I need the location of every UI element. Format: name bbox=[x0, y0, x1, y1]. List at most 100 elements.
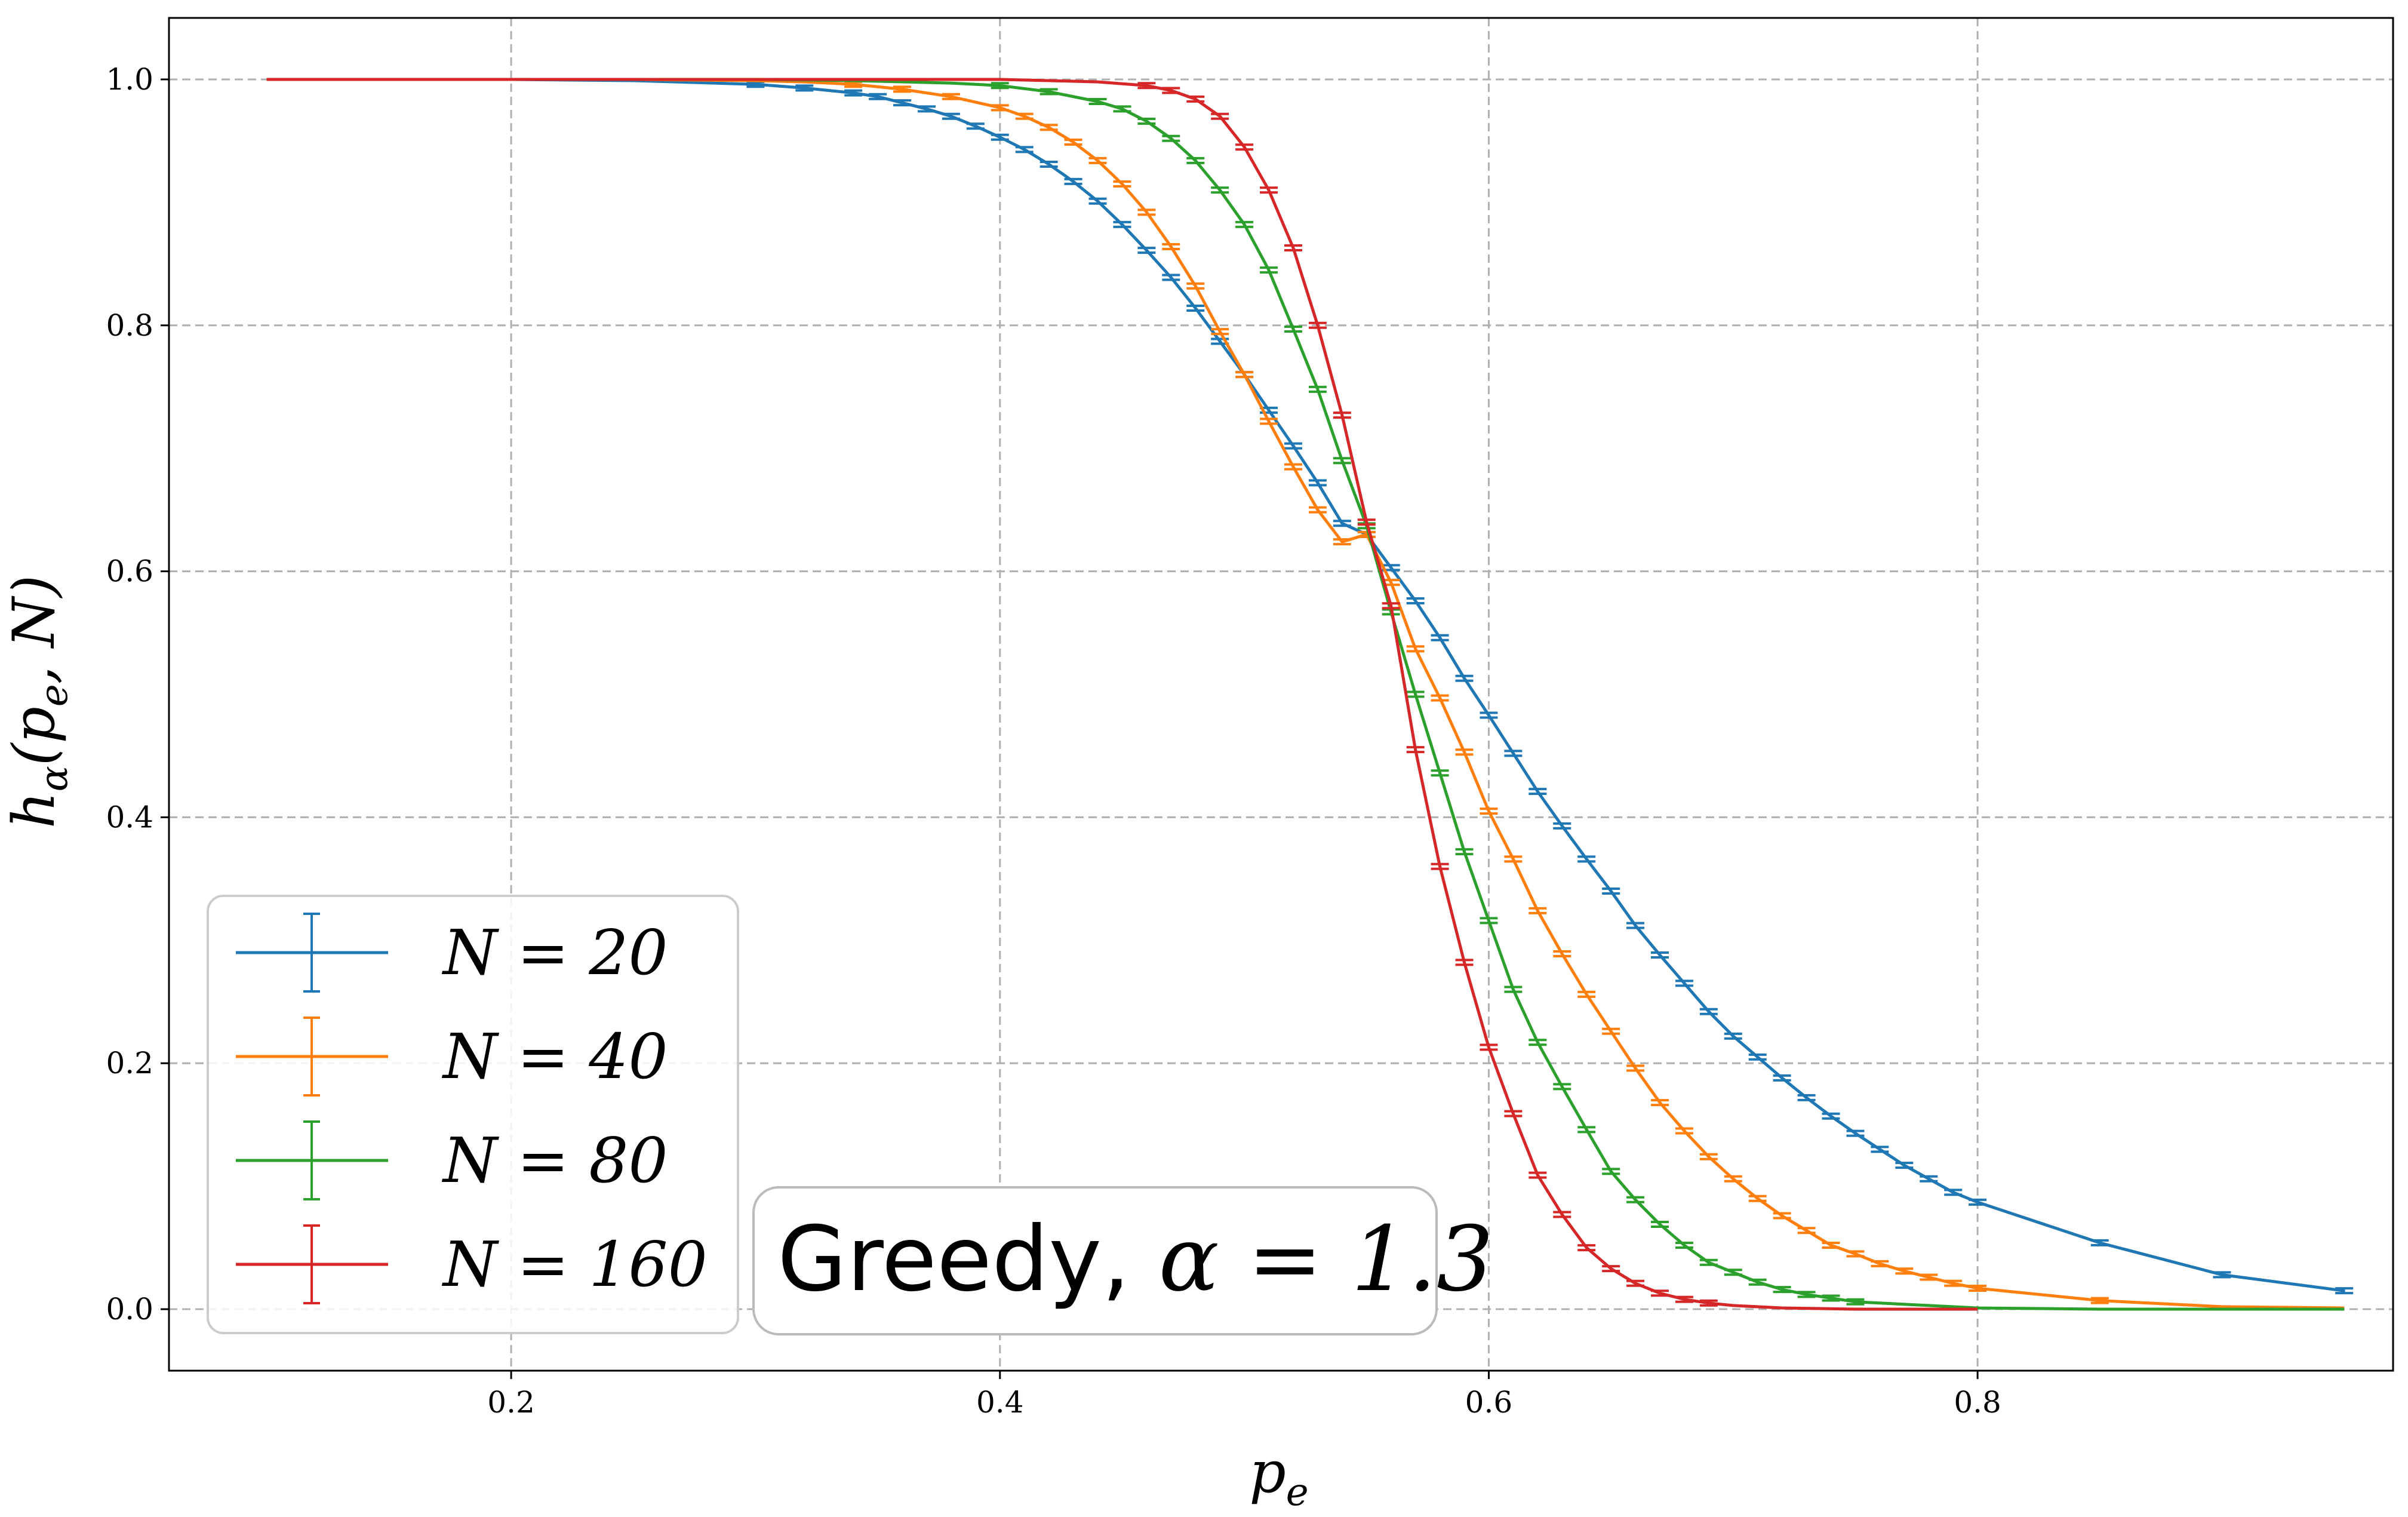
error-bar bbox=[1699, 1008, 1718, 1015]
error-bar bbox=[1455, 674, 1474, 682]
error-bar bbox=[966, 122, 985, 130]
error-bar bbox=[1357, 518, 1376, 526]
error-bar bbox=[1137, 117, 1156, 125]
error-bar bbox=[1920, 1175, 1938, 1183]
error-bar bbox=[1406, 645, 1425, 653]
legend-entry: N = 160 bbox=[236, 1224, 708, 1304]
error-bar bbox=[1626, 1279, 1645, 1287]
error-bar bbox=[1969, 1285, 1987, 1292]
error-bar bbox=[1675, 1127, 1693, 1135]
error-bar bbox=[1699, 1258, 1718, 1266]
error-bar bbox=[1920, 1273, 1938, 1281]
legend: N = 20 N = 40 N = 80 N = 160 bbox=[207, 895, 739, 1334]
error-bar bbox=[1113, 220, 1131, 228]
error-bar bbox=[1211, 186, 1229, 194]
error-bar bbox=[1553, 1211, 1571, 1218]
error-bar bbox=[1040, 88, 1058, 96]
series-line bbox=[266, 78, 1978, 1311]
error-bar bbox=[1822, 1294, 1840, 1302]
error-bar bbox=[1822, 1241, 1840, 1249]
error-bar bbox=[1724, 1175, 1742, 1183]
error-bar bbox=[1529, 1039, 1547, 1046]
error-bar bbox=[1529, 907, 1547, 914]
error-bar bbox=[1944, 1279, 1963, 1287]
error-bar bbox=[1504, 750, 1523, 757]
y-axis-label: hα(pe, N) bbox=[1, 575, 76, 828]
error-bar bbox=[1357, 530, 1376, 538]
x-axis-label: pe bbox=[1249, 1439, 1308, 1515]
error-bar bbox=[1284, 442, 1302, 450]
error-bar bbox=[1529, 1171, 1547, 1179]
error-bar bbox=[1602, 887, 1620, 895]
error-bar bbox=[1871, 1260, 1889, 1267]
series-3 bbox=[266, 78, 2345, 1311]
error-bar bbox=[1553, 822, 1571, 830]
legend-entry: N = 20 bbox=[236, 913, 668, 993]
legend-label: N = 160 bbox=[441, 1228, 708, 1301]
error-bar bbox=[893, 99, 912, 107]
legend-entry: N = 80 bbox=[236, 1120, 668, 1200]
error-bar bbox=[1162, 242, 1180, 250]
error-bar bbox=[1088, 197, 1107, 205]
error-bar bbox=[1137, 247, 1156, 254]
annotation-box bbox=[752, 1186, 1438, 1335]
error-bar bbox=[1235, 371, 1254, 379]
error-bar bbox=[1846, 1129, 1865, 1137]
error-bar bbox=[1748, 1194, 1767, 1202]
x-tick-label: 0.2 bbox=[487, 1385, 535, 1420]
error-bar bbox=[1577, 1244, 1596, 1252]
series-4 bbox=[266, 78, 1978, 1311]
error-bar bbox=[1748, 1278, 1767, 1286]
error-bar bbox=[1724, 1032, 1742, 1040]
error-bar bbox=[1504, 985, 1523, 993]
error-bar bbox=[1064, 138, 1082, 146]
y-tick-label: 0.0 bbox=[106, 1292, 153, 1326]
error-bar bbox=[1284, 325, 1302, 333]
error-bar bbox=[1895, 1162, 1914, 1169]
error-bar bbox=[942, 93, 960, 100]
error-bar bbox=[1748, 1053, 1767, 1061]
error-bar bbox=[1650, 951, 1669, 959]
series-layer bbox=[266, 78, 2354, 1311]
error-bar bbox=[1455, 848, 1474, 856]
y-tick-label: 0.6 bbox=[106, 554, 153, 589]
y-tick-label: 0.4 bbox=[106, 800, 153, 834]
error-bar bbox=[1773, 1286, 1791, 1294]
error-bar bbox=[1675, 1295, 1693, 1303]
error-bar bbox=[2335, 1287, 2354, 1295]
error-bar bbox=[1333, 520, 1351, 527]
error-bar bbox=[2090, 1239, 2109, 1246]
error-bar bbox=[1113, 105, 1131, 113]
error-bar bbox=[1088, 156, 1107, 164]
error-bar bbox=[1260, 266, 1278, 274]
error-bar bbox=[1333, 412, 1351, 419]
legend-box bbox=[207, 895, 739, 1334]
error-bar bbox=[1724, 1269, 1742, 1276]
error-bar bbox=[1773, 1074, 1791, 1082]
error-bar bbox=[1308, 385, 1327, 393]
error-bar bbox=[1650, 1289, 1669, 1297]
error-bar bbox=[1797, 1291, 1816, 1298]
error-bar bbox=[1626, 1064, 1645, 1072]
error-bar bbox=[1162, 274, 1180, 281]
error-bar bbox=[1137, 82, 1156, 90]
error-bar bbox=[1015, 112, 1034, 120]
error-bar bbox=[1895, 1267, 1914, 1275]
error-bar bbox=[1284, 244, 1302, 252]
error-bar bbox=[1064, 177, 1082, 185]
error-bar bbox=[1969, 1198, 1987, 1206]
error-bar bbox=[1431, 769, 1449, 777]
error-bar bbox=[1333, 538, 1351, 546]
error-bar bbox=[1431, 634, 1449, 641]
ticks: 0.2 0.4 0.6 0.8 0.0 0.2 0.4 0.6 0.8 1.0 bbox=[106, 62, 2001, 1420]
error-bar bbox=[1577, 855, 1596, 863]
x-tick-label: 0.4 bbox=[976, 1385, 1024, 1420]
series-1 bbox=[266, 78, 2354, 1295]
error-bar bbox=[1675, 979, 1693, 987]
legend-label: N = 20 bbox=[441, 916, 668, 989]
error-bar bbox=[1626, 1196, 1645, 1203]
error-bar bbox=[1944, 1189, 1963, 1196]
x-tick-label: 0.6 bbox=[1465, 1385, 1513, 1420]
error-bar bbox=[1797, 1227, 1816, 1235]
error-bar bbox=[1529, 788, 1547, 796]
